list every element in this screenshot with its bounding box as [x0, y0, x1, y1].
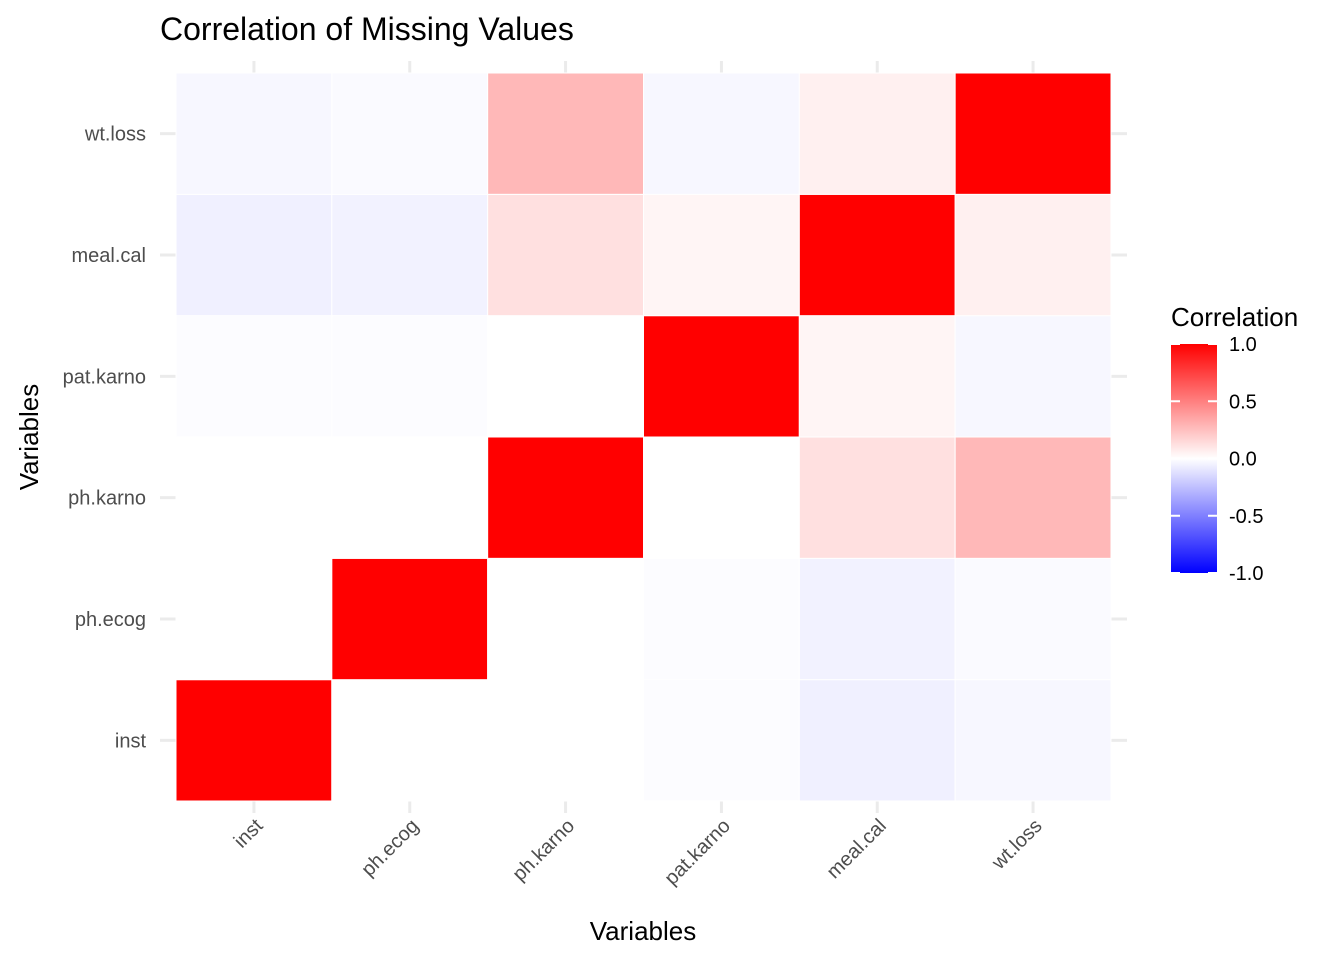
- heatmap-cell-pat.karno-ph.ecog: [643, 557, 800, 681]
- heatmap-cell-wt.loss-ph.ecog: [954, 557, 1112, 681]
- heatmap-cell-ph.ecog-pat.karno: [331, 315, 489, 438]
- legend-tick-label: -0.5: [1229, 506, 1263, 528]
- heatmap-cell-pat.karno-ph.karno: [643, 436, 800, 559]
- heatmap-cell-ph.karno-meal.cal: [487, 193, 644, 317]
- heatmap-cell-inst-inst: [175, 679, 333, 802]
- heatmap-cell-pat.karno-meal.cal: [643, 193, 800, 317]
- legend: Correlation 1.0 0.5 0.0 -0.5 -1.0: [1171, 302, 1298, 585]
- x-tick-label: wt.loss: [987, 815, 1046, 874]
- heatmap-cell-pat.karno-pat.karno: [643, 315, 800, 438]
- y-tick-label: ph.karno: [68, 488, 146, 510]
- heatmap-cell-ph.ecog-ph.karno: [331, 436, 489, 559]
- heatmap-cell-pat.karno-wt.loss: [643, 72, 800, 195]
- heatmap-cell-meal.cal-inst: [798, 679, 956, 802]
- heatmap-cell-ph.ecog-inst: [331, 679, 489, 802]
- heatmap-cell-meal.cal-meal.cal: [798, 193, 956, 317]
- heatmap-cell-meal.cal-pat.karno: [798, 315, 956, 438]
- heatmap-cell-inst-ph.karno: [175, 436, 333, 559]
- heatmap-cell-ph.ecog-wt.loss: [331, 72, 489, 195]
- heatmap-cell-wt.loss-ph.karno: [954, 436, 1112, 559]
- heatmap-cell-inst-pat.karno: [175, 315, 333, 438]
- y-axis-tick-labels: inst ph.ecog ph.karno pat.karno meal.cal wt.l…: [63, 124, 147, 753]
- chart-title: Correlation of Missing Values: [160, 11, 574, 47]
- y-tick-label: pat.karno: [63, 366, 146, 388]
- heatmap-cell-ph.karno-ph.ecog: [487, 557, 644, 681]
- heatmap-cell-wt.loss-meal.cal: [954, 193, 1112, 317]
- y-axis-title: Variables: [14, 384, 44, 490]
- heatmap-cell-ph.karno-inst: [487, 679, 644, 802]
- legend-ticks: 1.0 0.5 0.0 -0.5 -1.0: [1171, 334, 1263, 585]
- x-tick-label: ph.ecog: [357, 815, 423, 881]
- heatmap-cell-pat.karno-inst: [643, 679, 800, 802]
- heatmap-cells: [175, 72, 1112, 802]
- heatmap-cell-inst-meal.cal: [175, 193, 333, 317]
- x-axis-title: Variables: [590, 916, 696, 946]
- x-axis-tick-labels: inst ph.ecog ph.karno pat.karno meal.cal wt.l…: [230, 815, 1047, 890]
- y-tick-label: wt.loss: [84, 124, 146, 146]
- heatmap-cell-inst-wt.loss: [175, 72, 333, 195]
- heatmap-cell-ph.ecog-ph.ecog: [331, 557, 489, 681]
- heatmap-cell-meal.cal-ph.karno: [798, 436, 956, 559]
- heatmap-cell-ph.karno-wt.loss: [487, 72, 644, 195]
- heatmap-cell-ph.karno-pat.karno: [487, 315, 644, 438]
- heatmap-cell-inst-ph.ecog: [175, 557, 333, 681]
- heatmap-cell-wt.loss-wt.loss: [954, 72, 1112, 195]
- x-tick-label: meal.cal: [823, 815, 891, 883]
- y-tick-label: meal.cal: [72, 245, 146, 267]
- heatmap-cell-wt.loss-pat.karno: [954, 315, 1112, 438]
- legend-title: Correlation: [1171, 302, 1298, 332]
- heatmap-cell-meal.cal-ph.ecog: [798, 557, 956, 681]
- y-tick-label: inst: [115, 730, 147, 752]
- x-tick-label: pat.karno: [660, 815, 735, 890]
- heatmap-cell-ph.karno-ph.karno: [487, 436, 644, 559]
- heatmap-cell-wt.loss-inst: [954, 679, 1112, 802]
- y-tick-label: ph.ecog: [75, 609, 146, 631]
- heatmap-cell-meal.cal-wt.loss: [798, 72, 956, 195]
- x-tick-label: inst: [230, 815, 268, 853]
- x-tick-label: ph.karno: [509, 815, 580, 886]
- legend-tick-label: -1.0: [1229, 563, 1263, 585]
- legend-tick-label: 0.0: [1229, 449, 1257, 471]
- heatmap-cell-ph.ecog-meal.cal: [331, 193, 489, 317]
- legend-tick-label: 1.0: [1229, 334, 1257, 356]
- legend-tick-label: 0.5: [1229, 391, 1257, 413]
